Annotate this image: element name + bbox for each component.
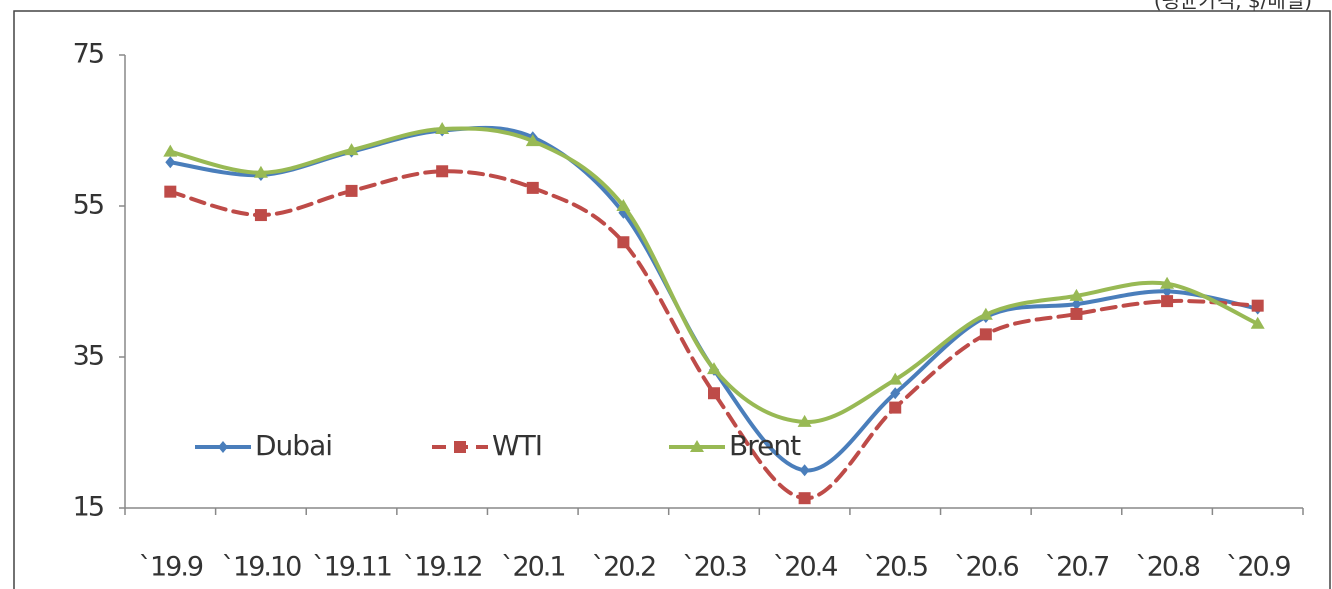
legend-label: Dubai bbox=[255, 429, 332, 462]
x-tick-label: `20.7 bbox=[1045, 552, 1109, 583]
x-tick-label: `20.9 bbox=[1226, 552, 1290, 583]
data-point bbox=[344, 143, 359, 156]
data-point bbox=[979, 328, 992, 341]
data-point bbox=[526, 181, 539, 194]
data-point bbox=[1069, 288, 1084, 301]
data-point bbox=[1070, 307, 1083, 320]
x-tick-label: `20.2 bbox=[592, 552, 656, 583]
data-point bbox=[978, 307, 993, 320]
data-point bbox=[708, 387, 720, 400]
data-point bbox=[798, 492, 811, 505]
data-point bbox=[888, 372, 903, 385]
data-point bbox=[890, 387, 901, 400]
data-point bbox=[163, 144, 178, 157]
data-point bbox=[1251, 299, 1264, 312]
x-tick-label: `20.1 bbox=[501, 552, 565, 583]
data-point bbox=[1250, 316, 1265, 329]
data-point bbox=[889, 401, 902, 414]
x-tick-label: `20.4 bbox=[773, 552, 837, 583]
chart-subtitle: (평균가격, $/배럴) bbox=[1154, 0, 1312, 13]
x-tick-label: `19.11 bbox=[312, 552, 391, 583]
data-point bbox=[253, 165, 268, 178]
data-point bbox=[1161, 295, 1174, 308]
x-tick-label: `19.12 bbox=[403, 552, 482, 583]
data-point bbox=[165, 156, 176, 169]
data-point bbox=[1160, 276, 1175, 289]
x-tick-label: `20.6 bbox=[954, 552, 1018, 583]
data-point bbox=[616, 199, 631, 211]
data-point bbox=[797, 414, 812, 427]
data-point bbox=[525, 134, 540, 147]
x-tick-label: `20.5 bbox=[863, 552, 927, 583]
y-tick-label: 75 bbox=[73, 39, 103, 70]
data-point bbox=[164, 185, 177, 198]
series-line bbox=[168, 126, 1260, 424]
legend-marker bbox=[690, 440, 704, 452]
data-point bbox=[345, 184, 358, 197]
y-tick-label: 55 bbox=[73, 190, 103, 221]
chart-frame bbox=[13, 10, 1331, 589]
x-tick-label: `20.3 bbox=[682, 552, 746, 583]
data-point bbox=[617, 236, 630, 249]
legend-marker bbox=[218, 441, 228, 453]
legend-marker bbox=[454, 441, 466, 453]
data-point bbox=[254, 209, 267, 222]
x-tick-label: `20.8 bbox=[1135, 552, 1199, 583]
x-tick-label: `19.9 bbox=[138, 552, 202, 583]
data-point bbox=[436, 165, 449, 178]
y-tick-label: 35 bbox=[73, 341, 103, 372]
legend-label: Brent bbox=[729, 429, 801, 462]
y-tick-label: 15 bbox=[73, 492, 103, 523]
series-line bbox=[168, 125, 1260, 473]
data-point bbox=[707, 362, 721, 375]
legend-label: WTI bbox=[492, 429, 542, 462]
series-line bbox=[168, 169, 1260, 501]
data-point bbox=[799, 464, 810, 477]
data-point bbox=[1071, 298, 1082, 311]
x-tick-label: `19.10 bbox=[222, 552, 302, 583]
data-point bbox=[435, 121, 450, 134]
